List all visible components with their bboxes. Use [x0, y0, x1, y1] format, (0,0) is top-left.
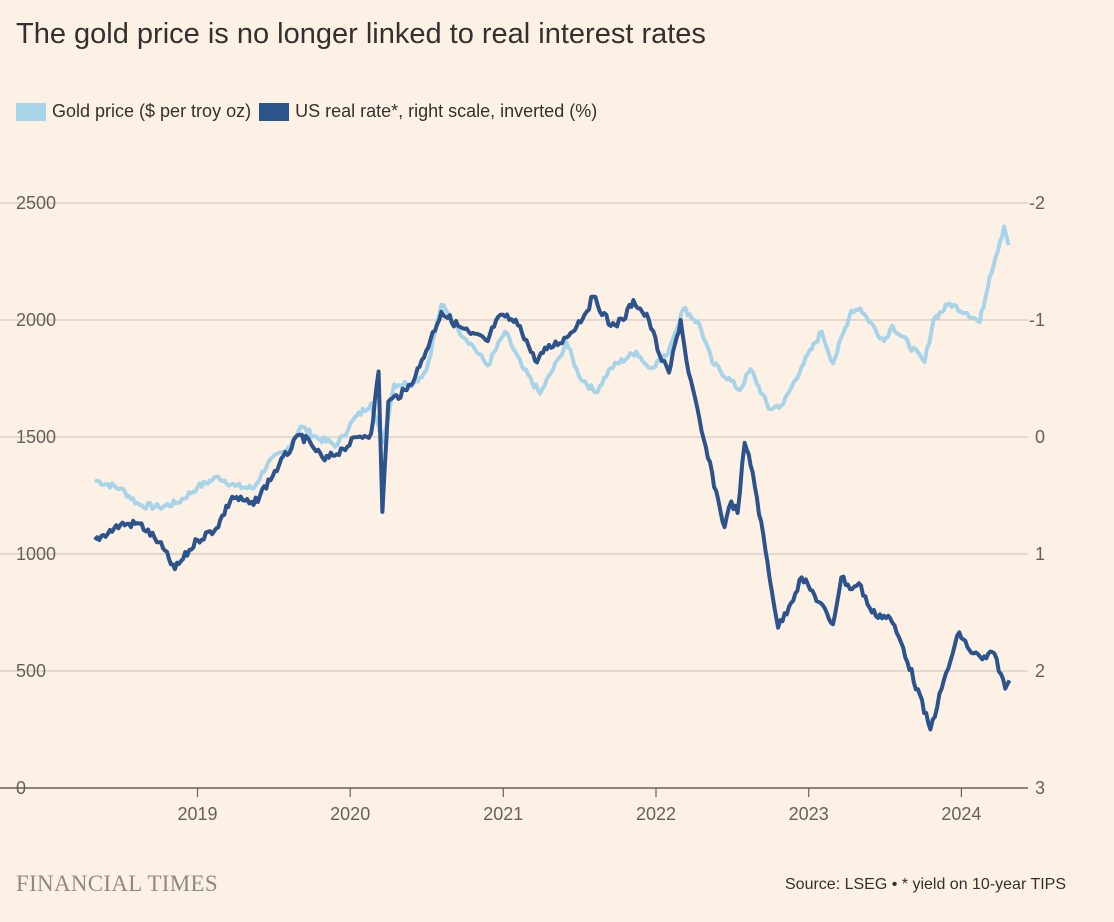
y-right-tick-label: -1 [1029, 310, 1045, 330]
y-right-tick-label: 1 [1035, 544, 1045, 564]
y-left-tick-label: 500 [16, 661, 46, 681]
legend-swatch-rate [259, 102, 290, 121]
legend-swatch-gold [16, 102, 46, 121]
ft-logo: FINANCIAL TIMES [16, 871, 218, 896]
x-tick-label: 2024 [941, 804, 981, 824]
x-tick-label: 2021 [483, 804, 523, 824]
y-right-tick-label: 3 [1035, 778, 1045, 798]
legend-label-gold: Gold price ($ per troy oz) [52, 101, 252, 121]
y-left-tick-label: 2000 [16, 310, 56, 330]
y-left-tick-label: 2500 [16, 193, 56, 213]
legend-item-rate: US real rate*, right scale, inverted (%) [259, 101, 597, 122]
source-note: Source: LSEG • * yield on 10-year TIPS [785, 876, 1066, 893]
y-left-tick-label: 1000 [16, 544, 56, 564]
x-tick-label: 2019 [177, 804, 217, 824]
legend-label-rate: US real rate*, right scale, inverted (%) [295, 101, 598, 121]
series-line-gold-price [94, 224, 1011, 511]
x-tick-label: 2023 [789, 804, 829, 824]
y-right-tick-label: 0 [1035, 427, 1045, 447]
y-left-tick-label: 0 [16, 778, 26, 798]
x-tick-label: 2020 [330, 804, 370, 824]
y-right-tick-label: -2 [1029, 193, 1045, 213]
y-right-tick-label: 2 [1035, 661, 1045, 681]
series-line-us-real-rate [93, 294, 1012, 732]
y-left-tick-label: 1500 [16, 427, 56, 447]
chart-title: The gold price is no longer linked to re… [16, 18, 706, 50]
x-tick-label: 2022 [636, 804, 676, 824]
legend-item-gold: Gold price ($ per troy oz) [16, 101, 251, 122]
legend: Gold price ($ per troy oz) US real rate*… [16, 101, 605, 122]
